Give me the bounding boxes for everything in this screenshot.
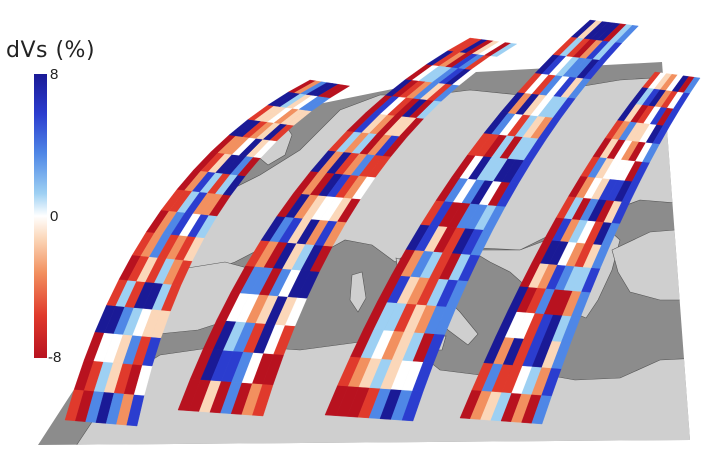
tomography-slice bbox=[324, 19, 639, 422]
colorbar-zero-label: 0 bbox=[50, 208, 59, 225]
tomography-slice bbox=[459, 71, 701, 425]
colorbar-title: dVs (%) bbox=[6, 38, 96, 63]
colorbar-min-label: -8 bbox=[48, 349, 62, 366]
slice-cell bbox=[683, 77, 701, 94]
slice-cell bbox=[615, 25, 639, 44]
colorbar bbox=[34, 74, 47, 358]
land-corsica-sardinia bbox=[349, 271, 367, 313]
slice-cell bbox=[323, 84, 351, 99]
tomography-slice bbox=[177, 37, 518, 417]
tomography-slice bbox=[64, 79, 351, 427]
slice-cell bbox=[490, 43, 518, 57]
colorbar-max-label: 8 bbox=[50, 66, 59, 83]
tomography-slices bbox=[64, 19, 701, 427]
